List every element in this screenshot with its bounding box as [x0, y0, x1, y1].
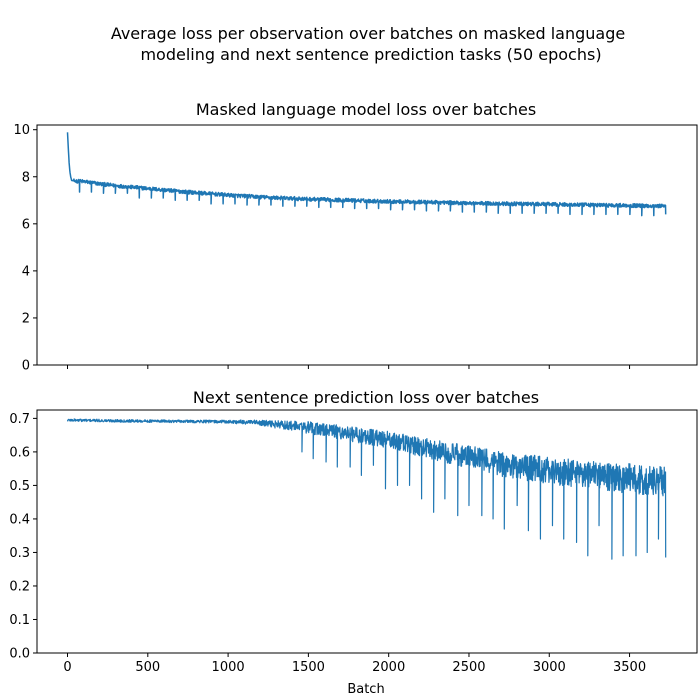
y-tick-label: 10: [13, 123, 30, 138]
x-axis-label: Batch: [347, 682, 384, 697]
figure-title-line-2: modeling and next sentence prediction ta…: [140, 45, 601, 64]
mlm-x-axis-ticks: [67, 365, 631, 369]
y-tick-label: 0.0: [9, 647, 30, 662]
mlm-y-axis-ticks: 0 2 4 6 8 10: [13, 123, 37, 374]
mlm-loss-series-line: [66, 132, 667, 217]
y-tick-label: 0.6: [9, 445, 30, 460]
y-tick-label: 0.4: [9, 512, 30, 527]
y-tick-label: 0.5: [9, 479, 30, 494]
mlm-axes-frame: [36, 124, 698, 366]
y-tick-label: 8: [22, 170, 30, 185]
y-tick-label: 0.7: [9, 412, 30, 427]
nsp-loss-title: Next sentence prediction loss over batch…: [193, 388, 539, 407]
x-tick-label: 500: [135, 660, 160, 675]
figure-title-line-1: Average loss per observation over batche…: [111, 24, 625, 43]
nsp-axes-frame: [36, 409, 698, 654]
x-tick-label: 1000: [212, 660, 245, 675]
x-tick-label: 2500: [452, 660, 485, 675]
y-tick-label: 2: [22, 311, 30, 326]
y-tick-label: 0: [22, 359, 30, 374]
nsp-x-axis-ticks: 0 500 1000 1500 2000 2500 3000 3500: [63, 653, 646, 675]
y-tick-label: 0.1: [9, 613, 30, 628]
y-tick-label: 6: [22, 217, 30, 232]
mlm-loss-title: Masked language model loss over batches: [196, 100, 536, 119]
x-tick-label: 0: [63, 660, 71, 675]
y-tick-label: 4: [22, 264, 30, 279]
y-tick-label: 0.2: [9, 579, 30, 594]
x-tick-label: 2000: [372, 660, 405, 675]
y-tick-label: 0.3: [9, 546, 30, 561]
nsp-loss-series-line: [66, 418, 667, 560]
x-tick-label: 3000: [533, 660, 566, 675]
x-tick-label: 3500: [613, 660, 646, 675]
nsp-loss-panel: Next sentence prediction loss over batch…: [9, 388, 698, 697]
nsp-y-axis-ticks: 0.0 0.1 0.2 0.3 0.4 0.5 0.6 0.7: [9, 412, 37, 662]
x-tick-label: 1500: [292, 660, 325, 675]
mlm-loss-panel: Masked language model loss over batches …: [13, 100, 698, 374]
